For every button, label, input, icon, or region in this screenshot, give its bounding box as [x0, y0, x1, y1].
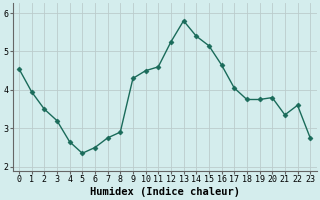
X-axis label: Humidex (Indice chaleur): Humidex (Indice chaleur) [90, 186, 240, 197]
